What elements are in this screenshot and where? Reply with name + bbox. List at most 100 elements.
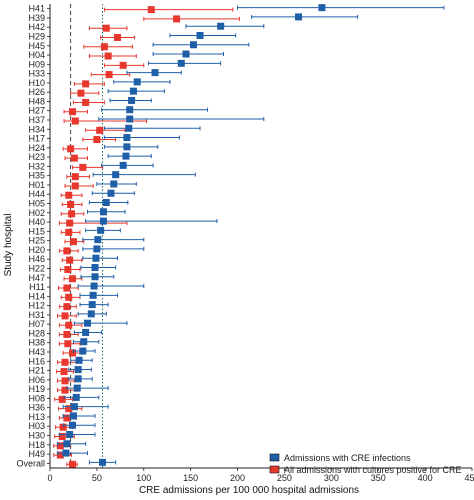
y-tick-label-H28: H28 <box>28 328 45 338</box>
infections-point-estimate <box>75 356 83 364</box>
infections-point-estimate <box>110 180 118 188</box>
y-tick-label-H23: H23 <box>28 152 45 162</box>
y-tick-label-Overall: Overall <box>16 458 45 468</box>
infections-point-estimate <box>217 22 225 30</box>
infections-point-estimate <box>87 310 95 318</box>
cultures-mark-H06 <box>57 377 75 385</box>
x-tick-label-450: 450 <box>464 473 474 483</box>
cultures-point-estimate <box>102 24 110 32</box>
infections-mark-H35 <box>92 171 196 179</box>
infections-point-estimate <box>196 31 204 39</box>
infections-point-estimate <box>99 208 107 216</box>
y-tick-label-H15: H15 <box>28 226 45 236</box>
y-tick-label-H38: H38 <box>28 338 45 348</box>
infections-mark-H17 <box>103 134 180 142</box>
y-tick-label-H48: H48 <box>28 96 45 106</box>
cultures-mark-H09 <box>103 61 145 69</box>
cultures-mark-H15 <box>60 228 81 236</box>
y-tick-label-H37: H37 <box>28 115 45 125</box>
infections-point-estimate <box>102 199 110 207</box>
infections-point-estimate <box>99 458 107 466</box>
cultures-mark-H25 <box>64 238 85 246</box>
cultures-mark-H22 <box>59 265 81 273</box>
y-tick-label-H03: H03 <box>28 421 45 431</box>
infections-mark-H42 <box>185 22 265 30</box>
infections-point-estimate <box>128 96 136 104</box>
y-tick-label-H16: H16 <box>28 356 45 366</box>
legend-swatch-infections <box>269 453 280 462</box>
infections-point-estimate <box>82 328 90 336</box>
y-axis-title: Study hospital <box>3 214 14 277</box>
cultures-point-estimate <box>67 201 75 209</box>
infections-mark-H30 <box>58 431 96 439</box>
cultures-point-estimate <box>65 405 73 413</box>
y-tick-label-H42: H42 <box>28 22 45 32</box>
cultures-mark-H33 <box>90 71 131 79</box>
y-tick-label-H22: H22 <box>28 263 45 273</box>
y-tick-label-H11: H11 <box>29 282 45 292</box>
infections-point-estimate <box>74 375 82 383</box>
infections-mark-H19 <box>66 384 109 392</box>
infections-point-estimate <box>122 152 130 160</box>
cultures-point-estimate <box>64 265 72 273</box>
y-tick-label-H43: H43 <box>28 347 45 357</box>
cultures-mark-H17 <box>82 136 117 144</box>
x-tick-label-250: 250 <box>277 473 292 483</box>
infections-mark-H34 <box>103 124 201 132</box>
cultures-point-estimate <box>79 163 87 171</box>
infections-point-estimate <box>177 59 185 67</box>
infections-point-estimate <box>318 4 326 12</box>
cultures-point-estimate <box>119 61 127 69</box>
x-tick-label-50: 50 <box>92 473 102 483</box>
infections-mark-H20 <box>82 245 145 253</box>
infections-mark-H09 <box>147 59 222 67</box>
infections-mark-H02 <box>87 208 126 216</box>
infections-point-estimate <box>92 254 100 262</box>
y-tick-label-H07: H07 <box>28 319 45 329</box>
cultures-point-estimate <box>66 256 74 264</box>
cultures-point-estimate <box>60 368 68 376</box>
infections-mark-H25 <box>82 236 145 244</box>
y-tick-label-H35: H35 <box>28 171 45 181</box>
cultures-point-estimate <box>63 247 71 255</box>
cultures-mark-H20 <box>58 247 79 255</box>
cultures-point-estimate <box>68 210 76 218</box>
cultures-mark-H29 <box>100 33 135 41</box>
infections-point-estimate <box>182 50 190 58</box>
cultures-point-estimate <box>65 293 73 301</box>
infections-point-estimate <box>133 78 141 86</box>
y-tick-label-H46: H46 <box>28 254 45 264</box>
infections-mark-H36 <box>62 403 109 411</box>
y-tick-label-H44: H44 <box>28 189 45 199</box>
cultures-point-estimate <box>147 6 155 14</box>
cultures-point-estimate <box>69 460 77 468</box>
infections-point-estimate <box>151 69 159 77</box>
cultures-mark-H04 <box>88 52 137 60</box>
cultures-point-estimate <box>69 275 77 283</box>
cultures-point-estimate <box>82 80 90 88</box>
cultures-mark-H35 <box>66 173 90 181</box>
cultures-mark-H26 <box>70 89 100 97</box>
x-tick-label-400: 400 <box>418 473 433 483</box>
infections-mark-H41 <box>237 4 445 12</box>
cultures-mark-H02 <box>60 210 85 218</box>
cultures-mark-H39 <box>143 15 240 23</box>
infections-point-estimate <box>93 245 101 253</box>
infections-point-estimate <box>79 347 87 355</box>
y-tick-label-H18: H18 <box>28 440 45 450</box>
infections-mark-H46 <box>82 254 119 262</box>
cultures-mark-H12 <box>58 303 77 311</box>
y-tick-label-H05: H05 <box>28 199 45 209</box>
infections-point-estimate <box>129 87 137 95</box>
infections-mark-H33 <box>126 69 182 77</box>
infections-point-estimate <box>73 384 81 392</box>
infections-point-estimate <box>72 393 80 401</box>
infections-mark-H01 <box>96 180 137 188</box>
infections-mark-H32 <box>101 161 154 169</box>
cultures-mark-H45 <box>83 43 134 51</box>
legend-swatch-cultures <box>269 465 280 474</box>
cultures-mark-H31 <box>57 312 77 320</box>
cultures-mark-H44 <box>60 191 83 199</box>
infections-mark-H43 <box>72 347 96 355</box>
